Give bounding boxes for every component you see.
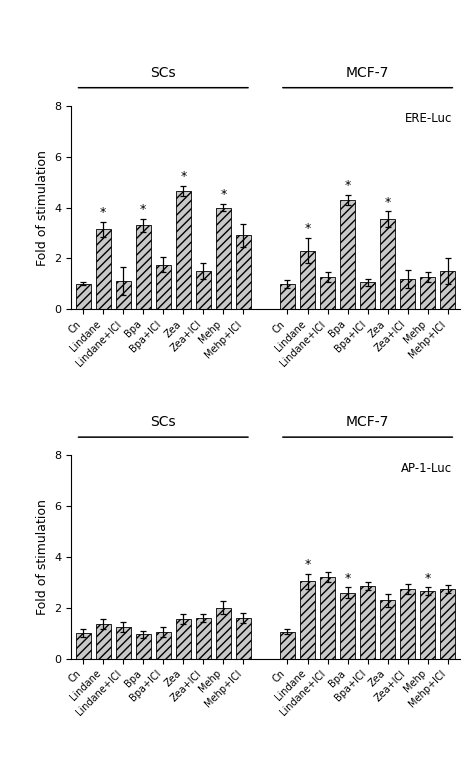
Bar (156, 632, 171, 659)
Text: ERE-Luc: ERE-Luc (405, 112, 452, 125)
Bar (216, 608, 231, 659)
Text: AP-1-Luc: AP-1-Luc (401, 462, 452, 475)
Text: *: * (220, 188, 227, 201)
Bar (360, 586, 375, 659)
Bar (340, 593, 355, 659)
Bar (440, 271, 455, 309)
Y-axis label: Fold of stimulation: Fold of stimulation (36, 499, 49, 615)
Text: *: * (180, 170, 186, 183)
Text: *: * (304, 558, 310, 571)
Bar (400, 589, 415, 659)
Bar (300, 581, 315, 659)
Bar (116, 281, 131, 309)
Text: MCF-7: MCF-7 (346, 415, 389, 429)
Bar (236, 618, 251, 659)
Bar (320, 578, 335, 659)
Bar (196, 618, 211, 659)
Bar (96, 229, 110, 309)
Bar (136, 226, 151, 309)
Bar (76, 284, 91, 309)
Bar (420, 591, 435, 659)
Bar (76, 633, 91, 659)
Bar (320, 277, 335, 309)
Text: *: * (140, 204, 146, 217)
Bar (96, 625, 110, 659)
Text: *: * (345, 572, 351, 585)
Text: *: * (345, 179, 351, 192)
Text: MCF-7: MCF-7 (346, 66, 389, 79)
Bar (440, 589, 455, 659)
Bar (340, 200, 355, 309)
Bar (196, 271, 211, 309)
Bar (280, 284, 295, 309)
Y-axis label: Fold of stimulation: Fold of stimulation (36, 150, 49, 266)
Text: SCs: SCs (150, 66, 176, 79)
Text: SCs: SCs (150, 415, 176, 429)
Bar (236, 235, 251, 309)
Bar (176, 191, 191, 309)
Bar (380, 219, 395, 309)
Bar (136, 634, 151, 659)
Bar (420, 277, 435, 309)
Bar (280, 632, 295, 659)
Bar (360, 282, 375, 309)
Bar (176, 619, 191, 659)
Text: *: * (100, 206, 106, 219)
Bar (156, 265, 171, 309)
Text: *: * (425, 572, 431, 585)
Text: *: * (304, 223, 310, 235)
Bar (300, 251, 315, 309)
Text: *: * (384, 196, 391, 209)
Bar (116, 627, 131, 659)
Bar (216, 207, 231, 309)
Bar (380, 600, 395, 659)
Bar (400, 279, 415, 309)
